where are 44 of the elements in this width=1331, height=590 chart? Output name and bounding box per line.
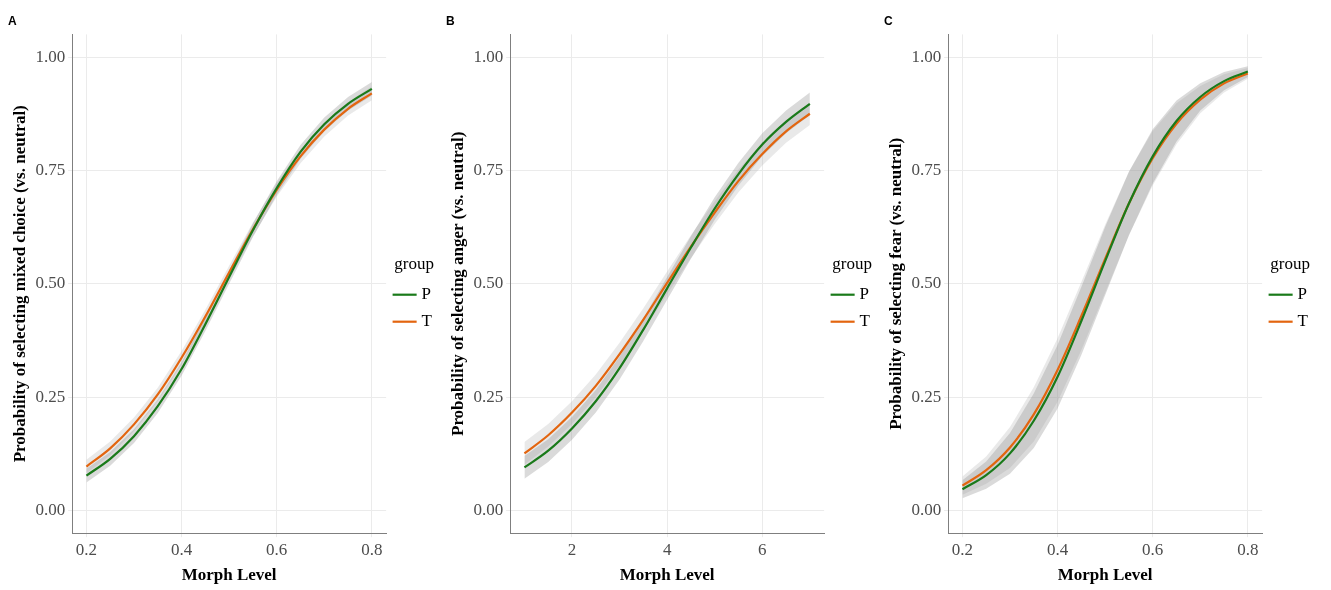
x-axis-title: Morph Level [619, 565, 715, 585]
x-tick-label: 2 [567, 539, 577, 559]
x-tick-label: 0.6 [1142, 539, 1164, 559]
legend-label: T [859, 311, 871, 331]
y-tick-label: 0.75 [911, 159, 942, 179]
x-tick-label: 4 [662, 539, 672, 559]
y-tick-label: 0.00 [473, 500, 504, 519]
chart-title: B [446, 13, 455, 28]
y-tick-label: 0.75 [473, 159, 504, 179]
legend-label: P [421, 284, 432, 304]
y-tick-label: 0.00 [35, 500, 66, 519]
x-tick-label: 0.8 [1237, 539, 1259, 559]
x-tick-label: 6 [758, 539, 767, 559]
x-tick-label: 0.2 [75, 539, 98, 559]
legend-label: P [1297, 284, 1308, 304]
y-tick-label: 0.75 [35, 159, 66, 179]
x-tick-label: 0.4 [1046, 539, 1069, 559]
legend-title: group [832, 253, 872, 273]
x-axis-title: Morph Level [1057, 565, 1153, 585]
chart-title: C [884, 13, 893, 28]
y-tick-label: 0.00 [911, 500, 942, 519]
legend-label: T [421, 311, 433, 331]
x-axis-title: Morph Level [181, 565, 277, 585]
x-tick-label: 0.2 [951, 539, 974, 559]
y-tick-label: 0.25 [473, 386, 504, 406]
y-tick-label: 1.00 [473, 46, 504, 66]
legend-label: T [1297, 311, 1309, 331]
x-tick-label: 0.8 [361, 539, 383, 559]
y-tick-label: 0.50 [911, 273, 942, 293]
chart-title: A [8, 13, 17, 28]
legend-title: group [394, 253, 434, 273]
y-tick-label: 0.25 [911, 386, 942, 406]
y-axis-title: Probability of selecting fear (vs. neutral) [885, 137, 905, 430]
legend-label: P [859, 284, 870, 304]
y-tick-label: 1.00 [35, 46, 66, 66]
x-tick-label: 0.4 [170, 539, 193, 559]
y-axis-title: Probability of selecting mixed choice (vs. neutral) [9, 105, 29, 463]
legend-title: group [1270, 253, 1310, 273]
y-axis-title: Probability of selecting anger (vs. neutral) [447, 131, 467, 436]
y-tick-label: 0.25 [35, 386, 66, 406]
y-tick-label: 1.00 [911, 46, 942, 66]
y-tick-label: 0.50 [35, 273, 66, 293]
x-tick-label: 0.6 [266, 539, 288, 559]
y-tick-label: 0.50 [473, 273, 504, 293]
